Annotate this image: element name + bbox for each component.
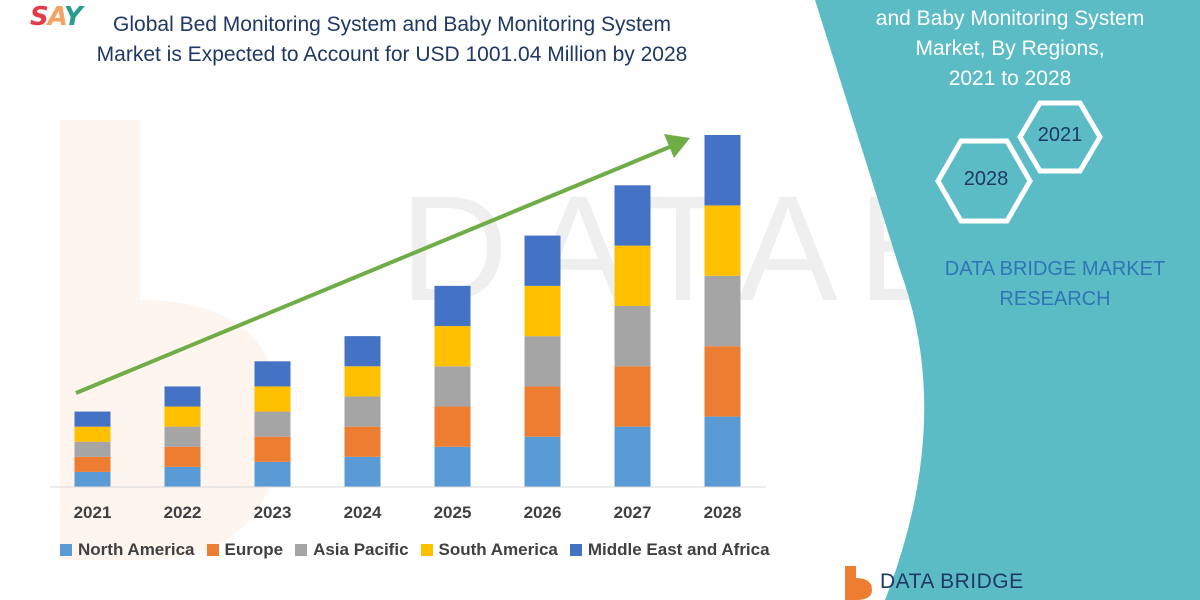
x-tick-label-2028: 2028: [704, 503, 742, 522]
panel-title-line1: and Baby Monitoring System: [875, 7, 1145, 30]
bar-2026-north-america: [524, 436, 561, 487]
legend-item-middle-east-and-africa: Middle East and Africa: [569, 540, 770, 560]
bar-2021-asia-pacific: [74, 441, 111, 457]
x-tick-labels: 2021 2022 2023 2024 2025 2026 2027 2028: [74, 503, 742, 522]
bar-2025-asia-pacific: [434, 366, 471, 407]
x-tick-label-2022: 2022: [164, 503, 202, 522]
bar-2023-asia-pacific: [254, 411, 291, 437]
hex-label-2028: 2028: [963, 168, 1009, 190]
legend-item-south-america: South America: [420, 540, 558, 560]
bar-2021-south-america: [74, 426, 111, 442]
chart-legend: North America Europe Asia Pacific South Ame…: [60, 540, 770, 560]
bar-2022-north-america: [164, 466, 201, 487]
hexagon-2021-icon: [1017, 100, 1103, 174]
bar-2022-europe: [164, 446, 201, 467]
bar-2022-middle-east-and-africa: [164, 386, 201, 407]
legend-item-asia-pacific: Asia Pacific: [295, 540, 409, 560]
say-logo: SAY: [30, 2, 83, 32]
bar-2028-europe: [704, 346, 741, 417]
panel-title-line3: 2021 to 2028: [948, 67, 1072, 90]
chart-title-line2: Market is Expected to Account for USD 10…: [96, 43, 688, 66]
bar-2023-south-america: [254, 386, 291, 412]
legend-swatch: [60, 544, 72, 556]
legend-item-north-america: North America: [60, 540, 195, 560]
panel-title: and Baby Monitoring System Market, By Re…: [840, 4, 1180, 94]
bar-2027-middle-east-and-africa: [614, 185, 651, 246]
bar-2024-europe: [344, 426, 381, 457]
legend-swatch: [295, 544, 308, 556]
bar-2024-asia-pacific: [344, 396, 381, 427]
bar-2027-asia-pacific: [614, 305, 651, 367]
bar-2023-north-america: [254, 461, 291, 487]
bar-2027-south-america: [614, 245, 651, 306]
legend-label: Middle East and Africa: [587, 540, 770, 559]
x-tick-label-2027: 2027: [614, 503, 652, 522]
bar-2021-europe: [74, 456, 111, 472]
bar-2023-europe: [254, 436, 291, 462]
bar-2026-europe: [524, 386, 561, 437]
x-tick-label-2025: 2025: [434, 503, 472, 522]
bars: [74, 135, 741, 487]
bar-2024-north-america: [344, 456, 381, 487]
bar-2028-north-america: [704, 416, 741, 487]
bar-2028-south-america: [704, 205, 741, 276]
legend-item-europe: Europe: [206, 540, 284, 560]
bar-2023-middle-east-and-africa: [254, 361, 291, 387]
chart-title-line1: Global Bed Monitoring System and Baby Mo…: [113, 13, 671, 36]
bar-2022-asia-pacific: [164, 426, 201, 447]
x-tick-label-2026: 2026: [524, 503, 562, 522]
bar-2025-south-america: [434, 326, 471, 367]
bar-2027-north-america: [614, 426, 651, 487]
x-tick-label-2024: 2024: [344, 503, 382, 522]
legend-label: Europe: [224, 540, 284, 559]
panel-title-line2: Market, By Regions,: [915, 37, 1105, 60]
x-tick-label-2023: 2023: [254, 503, 292, 522]
bar-2025-middle-east-and-africa: [434, 285, 471, 327]
legend-label: South America: [438, 540, 558, 559]
bar-2021-north-america: [74, 471, 111, 487]
bar-2026-middle-east-and-africa: [524, 235, 561, 286]
bar-2021-middle-east-and-africa: [74, 411, 111, 427]
x-tick-label-2021: 2021: [74, 503, 112, 522]
bar-2028-middle-east-and-africa: [704, 135, 741, 206]
footer-logo-icon: [845, 566, 872, 600]
bar-2027-europe: [614, 366, 651, 427]
legend-swatch: [569, 544, 582, 556]
brand-text-line1: DATA BRIDGE MARKET: [944, 258, 1166, 280]
side-panel: [815, 0, 1200, 600]
legend-label: North America: [78, 540, 195, 559]
bar-2024-middle-east-and-africa: [344, 336, 381, 367]
legend-label: Asia Pacific: [313, 540, 409, 559]
legend-swatch: [420, 544, 433, 556]
hexagon-2028-icon: [935, 138, 1033, 224]
trend-arrow: [75, 134, 690, 395]
bar-2026-asia-pacific: [524, 336, 561, 387]
bar-2026-south-america: [524, 285, 561, 337]
bar-2028-asia-pacific: [704, 275, 741, 347]
bar-2022-south-america: [164, 406, 201, 427]
brand-text-line2: RESEARCH: [999, 288, 1111, 310]
bar-2025-europe: [434, 406, 471, 447]
hex-label-2021: 2021: [1037, 124, 1083, 146]
legend-swatch: [206, 544, 219, 556]
chart-title: Global Bed Monitoring System and Baby Mo…: [62, 10, 722, 70]
bar-2024-south-america: [344, 366, 381, 397]
bar-2025-north-america: [434, 446, 471, 487]
footer-logo-text: DATA BRIDGE: [880, 570, 1024, 593]
brand-text: DATA BRIDGE MARKET RESEARCH: [915, 254, 1195, 314]
